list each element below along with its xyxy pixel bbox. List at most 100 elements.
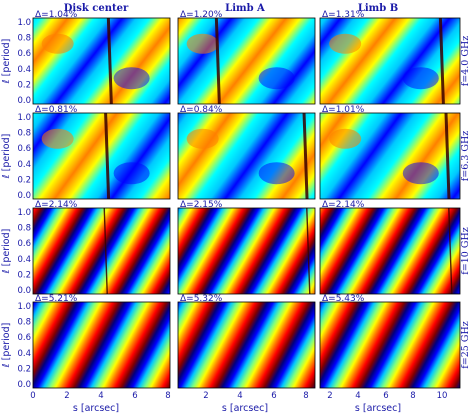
delta-label-r1-c3: Δ=1.31% xyxy=(322,10,365,20)
map-panel-r1-c2 xyxy=(178,18,315,104)
panel-frame xyxy=(319,301,461,389)
delta-label-r4-c3: Δ=5.43% xyxy=(322,294,365,304)
x-tick-p3-2: 6 xyxy=(383,391,388,401)
panel-frame xyxy=(177,301,316,389)
map-panel-r4-c3 xyxy=(320,302,460,388)
y-tick-r4-4: 0.8 xyxy=(17,318,31,328)
panel-frame xyxy=(32,207,171,295)
map-panel-r1-c3 xyxy=(320,18,460,104)
panel-frame xyxy=(32,17,171,105)
column-title-limb-a: Limb A xyxy=(225,3,265,14)
x-tick-p1-2: 4 xyxy=(98,391,103,401)
y-tick-r2-2: 0.4 xyxy=(17,160,31,170)
y-tick-r3-4: 0.8 xyxy=(17,224,31,234)
y-tick-r3-5: 1.0 xyxy=(17,208,31,218)
column-title-disk-center: Disk center xyxy=(64,3,129,14)
map-panel-r2-c2 xyxy=(178,113,315,199)
panel-frame xyxy=(319,17,461,105)
y-tick-r2-0: 0.0 xyxy=(17,191,31,201)
delta-label-r1-c2: Δ=1.20% xyxy=(180,10,223,20)
panel-frame xyxy=(32,112,171,200)
y-tick-r4-0: 0.0 xyxy=(17,380,31,390)
delta-label-r3-c2: Δ=2.15% xyxy=(180,200,223,210)
delta-label-r3-c1: Δ=2.14% xyxy=(35,200,78,210)
panel-frame xyxy=(177,207,316,295)
y-tick-r2-4: 0.8 xyxy=(17,129,31,139)
panel-frame xyxy=(319,112,461,200)
y-tick-r4-2: 0.4 xyxy=(17,349,31,359)
y-tick-r3-2: 0.4 xyxy=(17,255,31,265)
delta-label-r4-c1: Δ=5.21% xyxy=(35,294,78,304)
y-axis-label-r1: ℓ [period] xyxy=(1,39,12,84)
y-tick-r3-1: 0.2 xyxy=(17,270,31,280)
map-panel-r2-c1 xyxy=(33,113,170,199)
panel-frame xyxy=(177,112,316,200)
frequency-label-r1: f=4.0 GHz xyxy=(460,36,471,86)
x-tick-p2-3: 8 xyxy=(303,391,308,401)
x-tick-p1-1: 2 xyxy=(64,391,69,401)
x-tick-p1-3: 6 xyxy=(132,391,137,401)
y-tick-r4-1: 0.2 xyxy=(17,364,31,374)
y-tick-r1-5: 1.0 xyxy=(17,18,31,28)
x-tick-p3-4: 10 xyxy=(437,391,448,401)
x-tick-p3-3: 8 xyxy=(410,391,415,401)
delta-label-r2-c1: Δ=0.81% xyxy=(35,105,78,115)
delta-label-r2-c2: Δ=0.84% xyxy=(180,105,223,115)
map-panel-r4-c1 xyxy=(33,302,170,388)
frequency-label-r2: f=6.3 GHz xyxy=(460,131,471,181)
panel-labels: Δ=1.04% Δ=1.20% Δ=1.31% f=4.0 GHz Δ=0.81% Δ=0… xyxy=(35,10,471,369)
y-tick-r2-3: 0.6 xyxy=(17,144,31,154)
map-panel-r3-c3 xyxy=(320,208,460,294)
discontinuity-line xyxy=(302,113,309,199)
x-tick-p2-1: 4 xyxy=(237,391,242,401)
x-tick-p3-0: 2 xyxy=(327,391,332,401)
delta-label-r4-c2: Δ=5.32% xyxy=(180,294,223,304)
y-tick-r1-1: 0.2 xyxy=(17,80,31,90)
panel-frame xyxy=(319,207,461,295)
discontinuity-line xyxy=(103,208,108,294)
y-tick-r4-3: 0.6 xyxy=(17,333,31,343)
y-tick-r1-4: 0.8 xyxy=(17,34,31,44)
discontinuity-line xyxy=(448,208,453,294)
y-tick-r1-3: 0.6 xyxy=(17,49,31,59)
y-tick-r1-2: 0.4 xyxy=(17,65,31,75)
map-panel-r3-c1 xyxy=(33,208,170,294)
panel-frame xyxy=(177,17,316,105)
x-tick-p1-0: 0 xyxy=(30,391,35,401)
x-tick-p2-0: 2 xyxy=(203,391,208,401)
y-tick-r3-0: 0.0 xyxy=(17,286,31,296)
x-axis-label-col2: s [arcsec] xyxy=(222,403,268,414)
discontinuity-line xyxy=(444,113,451,199)
x-tick-labels: 0 2 4 6 8 2 4 6 8 2 4 6 8 10 xyxy=(30,391,447,401)
map-panel-r4-c2 xyxy=(178,302,315,388)
x-tick-p1-4: 8 xyxy=(165,391,170,401)
x-tick-p2-2: 6 xyxy=(271,391,276,401)
x-tick-p3-1: 4 xyxy=(355,391,360,401)
x-axis-label-col3: s [arcsec] xyxy=(355,403,401,414)
y-tick-r1-0: 0.0 xyxy=(17,96,31,106)
delta-label-r2-c3: Δ=1.01% xyxy=(322,105,365,115)
y-axis-label-r4: ℓ [period] xyxy=(1,323,12,368)
delta-label-r3-c3: Δ=2.14% xyxy=(322,200,365,210)
y-axis-label-r3: ℓ [period] xyxy=(1,229,12,274)
y-tick-r3-3: 0.6 xyxy=(17,239,31,249)
frequency-label-r4: f=25 GHz xyxy=(460,321,471,368)
y-tick-r2-1: 0.2 xyxy=(17,175,31,185)
map-panel-r2-c3 xyxy=(320,113,460,199)
discontinuity-line xyxy=(438,18,445,104)
column-title-limb-b: Limb B xyxy=(358,3,398,14)
map-panel-r1-c1 xyxy=(33,18,170,104)
discontinuity-line xyxy=(214,18,221,104)
map-panel-r3-c2 xyxy=(178,208,315,294)
panel-frame xyxy=(32,301,171,389)
y-tick-r4-5: 1.0 xyxy=(17,302,31,312)
discontinuity-line xyxy=(104,113,111,199)
discontinuity-line xyxy=(106,18,113,104)
y-axes: 0.0 0.2 0.4 0.6 0.8 1.0 ℓ [period] 0.0 0.2 0.4 0.6… xyxy=(1,18,31,390)
delta-label-r1-c1: Δ=1.04% xyxy=(35,10,78,20)
frequency-label-r3: f=10 GHz xyxy=(460,227,471,274)
y-tick-r2-5: 1.0 xyxy=(17,113,31,123)
y-axis-label-r2: ℓ [period] xyxy=(1,134,12,179)
